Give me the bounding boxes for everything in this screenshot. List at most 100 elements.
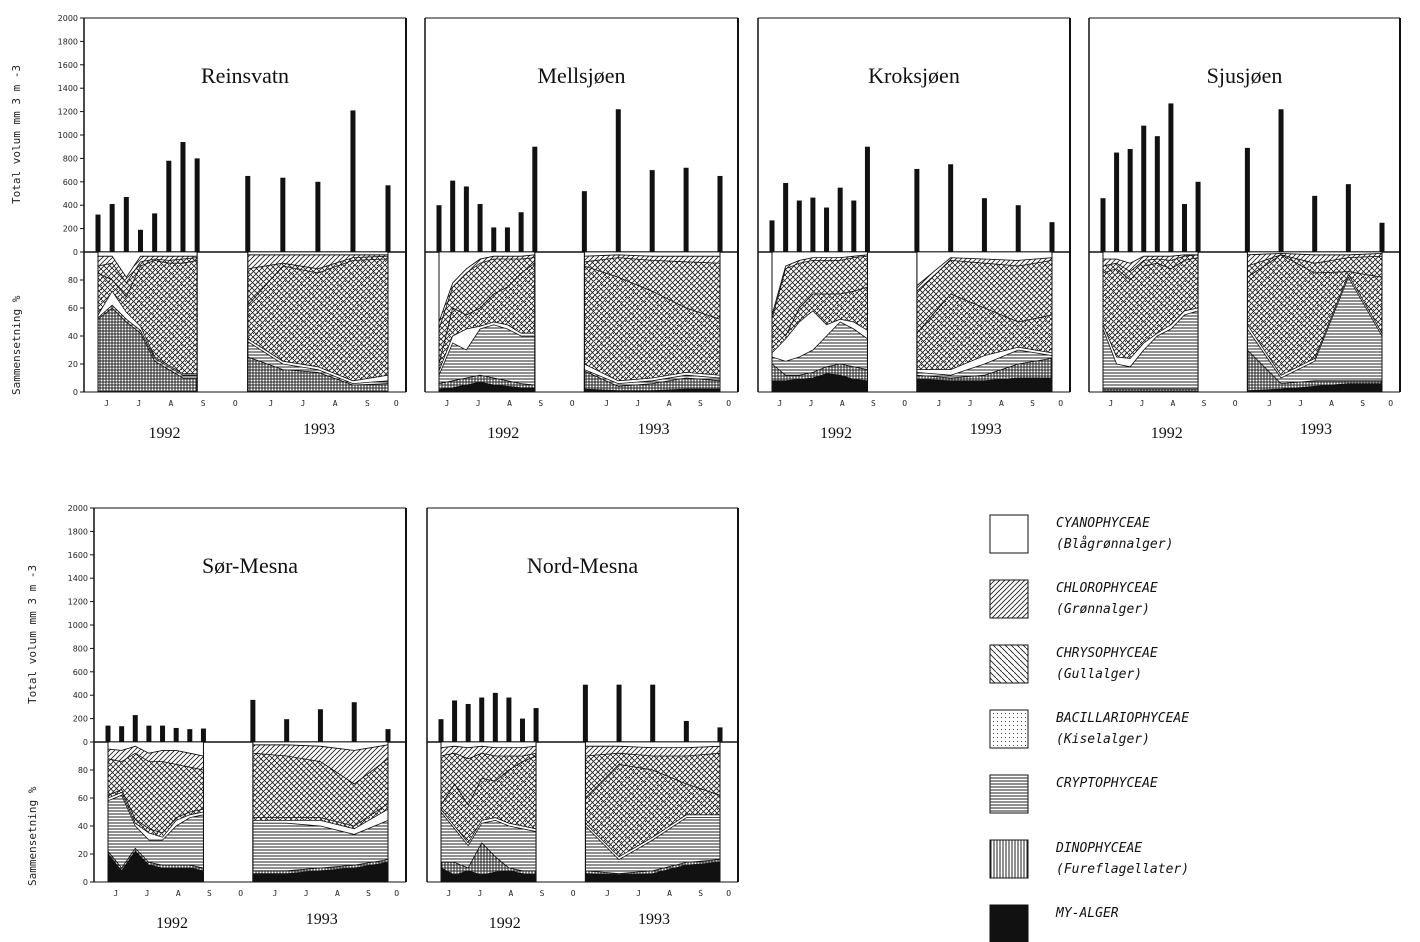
month-label: O	[902, 399, 907, 408]
month-label: S	[366, 889, 371, 898]
legend: CYANOPHYCEAE (Blågrønnalger) CHLOROPHYCEAE…	[989, 514, 1189, 942]
legend-swatch	[989, 904, 1029, 942]
total-volume-bar	[506, 697, 512, 742]
total-volume-bar	[582, 684, 588, 742]
legend-swatch	[989, 514, 1029, 554]
total-volume-bar	[810, 197, 816, 252]
month-label: J	[937, 399, 942, 408]
legend-name: MY-ALGER	[1055, 906, 1119, 921]
month-label: S	[1030, 399, 1035, 408]
total-volume-bar	[532, 146, 538, 252]
total-volume-bar	[1195, 181, 1201, 252]
total-volume-bar	[187, 729, 193, 742]
total-volume-bar	[1114, 152, 1120, 252]
year-label: 1993	[306, 911, 338, 928]
legend-swatch	[989, 774, 1029, 814]
total-volume-bar	[504, 227, 510, 252]
total-volume-bar	[824, 207, 830, 252]
month-label: A	[667, 399, 672, 408]
total-tick-label: 1600	[68, 551, 88, 560]
month-label: A	[509, 889, 514, 898]
month-label: J	[476, 399, 481, 408]
month-label: J	[635, 399, 640, 408]
total-volume-bar	[173, 727, 179, 742]
composition-axis-title-row2: Sammensetning %	[26, 786, 39, 886]
month-label: O	[394, 399, 399, 408]
year-label: 1992	[1151, 425, 1183, 442]
legend-name: BACILLARIOPHYCEAE	[1056, 711, 1189, 726]
month-label: A	[1329, 399, 1334, 408]
legend-subname: (Gullalger)	[1056, 667, 1142, 682]
month-label: S	[201, 399, 206, 408]
percent-tick-label: 40	[68, 332, 78, 341]
total-volume-bar	[914, 168, 920, 252]
total-tick-label: 1000	[58, 131, 78, 140]
composition-area-remainder	[247, 251, 389, 256]
total-volume-bar	[438, 719, 444, 742]
month-label: O	[1058, 399, 1063, 408]
month-label: O	[233, 399, 238, 408]
month-label: J	[301, 399, 306, 408]
total-volume-bar	[492, 692, 498, 742]
month-label: O	[571, 889, 576, 898]
year-label: 1993	[970, 421, 1002, 438]
month-label: J	[809, 399, 814, 408]
total-volume-axis-title-row2: Total volum mm 3 m -3	[26, 565, 39, 704]
total-volume-bar	[851, 200, 857, 252]
total-volume-bar	[1154, 136, 1160, 252]
total-volume-bar	[1345, 184, 1351, 252]
total-volume-bar	[683, 167, 689, 252]
total-volume-bar	[385, 185, 391, 252]
lake-title: Sjusjøen	[1207, 63, 1283, 88]
month-label: S	[207, 889, 212, 898]
total-volume-bar	[948, 164, 954, 252]
month-label: A	[667, 889, 672, 898]
legend-subname: (Fureflagellater)	[1056, 862, 1189, 877]
total-volume-bar	[1168, 103, 1174, 252]
month-label: S	[538, 399, 543, 408]
legend-item-chry: CHRYSOPHYCEAE (Gullalger)	[989, 644, 1158, 684]
total-volume-bar	[864, 146, 870, 252]
month-label: J	[113, 889, 118, 898]
month-label: O	[570, 399, 575, 408]
year-label: 1992	[156, 915, 188, 932]
total-volume-bar	[796, 200, 802, 252]
month-label: J	[273, 889, 278, 898]
month-label: O	[238, 889, 243, 898]
month-label: J	[1267, 399, 1272, 408]
total-volume-bar	[1127, 149, 1133, 252]
total-volume-bar	[479, 697, 485, 742]
total-volume-bar	[180, 142, 186, 252]
total-volume-bar	[146, 725, 152, 742]
month-label: J	[604, 399, 609, 408]
total-tick-label: 1800	[68, 527, 88, 536]
month-label: J	[1298, 399, 1303, 408]
month-label: J	[446, 889, 451, 898]
month-label: S	[871, 399, 876, 408]
legend-name: CRYPTOPHYCEAE	[1056, 776, 1158, 791]
total-volume-bar	[616, 684, 622, 742]
month-label: J	[477, 889, 482, 898]
month-label: J	[268, 399, 273, 408]
total-volume-bar	[280, 177, 286, 252]
panel-kroksjøen: J J A S O J J A S O 1992 1993 Kroksjøen	[757, 17, 1071, 442]
total-volume-bar	[284, 719, 290, 742]
total-volume-bar	[518, 212, 524, 252]
percent-tick-label: 20	[78, 850, 88, 859]
month-label: O	[726, 399, 731, 408]
total-volume-bar	[717, 727, 723, 742]
year-label: 1992	[149, 425, 181, 442]
month-label: A	[507, 399, 512, 408]
legend-item-cryp: CRYPTOPHYCEAE	[989, 774, 1158, 814]
total-volume-bar	[452, 700, 458, 742]
month-label: S	[698, 399, 703, 408]
year-label: 1992	[487, 425, 519, 442]
year-label: 1992	[820, 425, 852, 442]
total-volume-bar	[152, 213, 158, 252]
total-tick-label: 600	[63, 178, 78, 187]
legend-swatch	[989, 839, 1029, 879]
month-label: S	[365, 399, 370, 408]
month-label: S	[1360, 399, 1365, 408]
total-volume-bar	[463, 186, 469, 252]
